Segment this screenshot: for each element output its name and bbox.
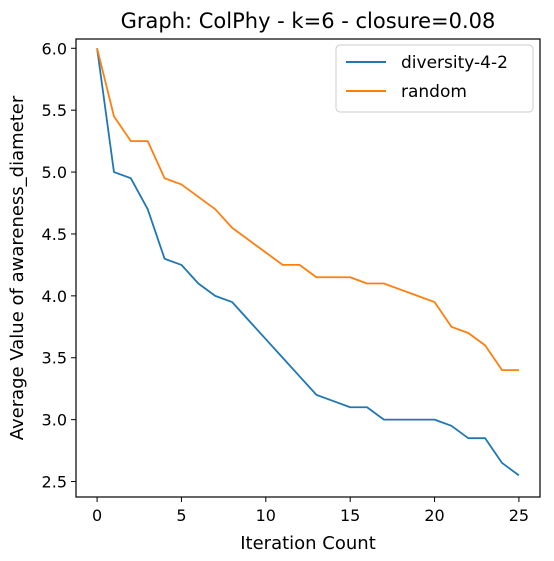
x-tick-label: 0 [92,506,102,525]
y-tick-label: 6.0 [42,39,67,58]
x-tick-label: 10 [256,506,276,525]
x-tick-label: 5 [176,506,186,525]
y-tick-label: 3.5 [42,349,67,368]
legend-label: random [401,82,467,102]
legend: diversity-4-2 random [335,44,534,113]
x-tick-label: 15 [340,506,360,525]
chart-title: Graph: ColPhy - k=6 - closure=0.08 [121,9,496,33]
y-tick-label: 4.0 [42,287,67,306]
x-axis-ticks: 0 5 10 15 20 25 [92,497,529,525]
y-tick-label: 5.0 [42,163,67,182]
y-axis-ticks: 2.5 3.0 3.5 4.0 4.5 5.0 5.5 6.0 [42,39,76,492]
x-tick-label: 25 [509,506,529,525]
y-tick-label: 3.0 [42,411,67,430]
x-axis-label: Iteration Count [240,533,376,554]
x-tick-label: 20 [424,506,444,525]
y-tick-label: 2.5 [42,473,67,492]
plot-frame [75,38,541,498]
series-line-diversity-4-2 [96,48,520,477]
legend-label: diversity-4-2 [401,53,508,73]
series-lines [96,48,520,477]
y-tick-label: 4.5 [42,225,67,244]
series-line-random [96,48,519,372]
y-axis-label: Average Value of awareness_diameter [7,95,28,440]
y-tick-label: 5.5 [42,101,67,120]
